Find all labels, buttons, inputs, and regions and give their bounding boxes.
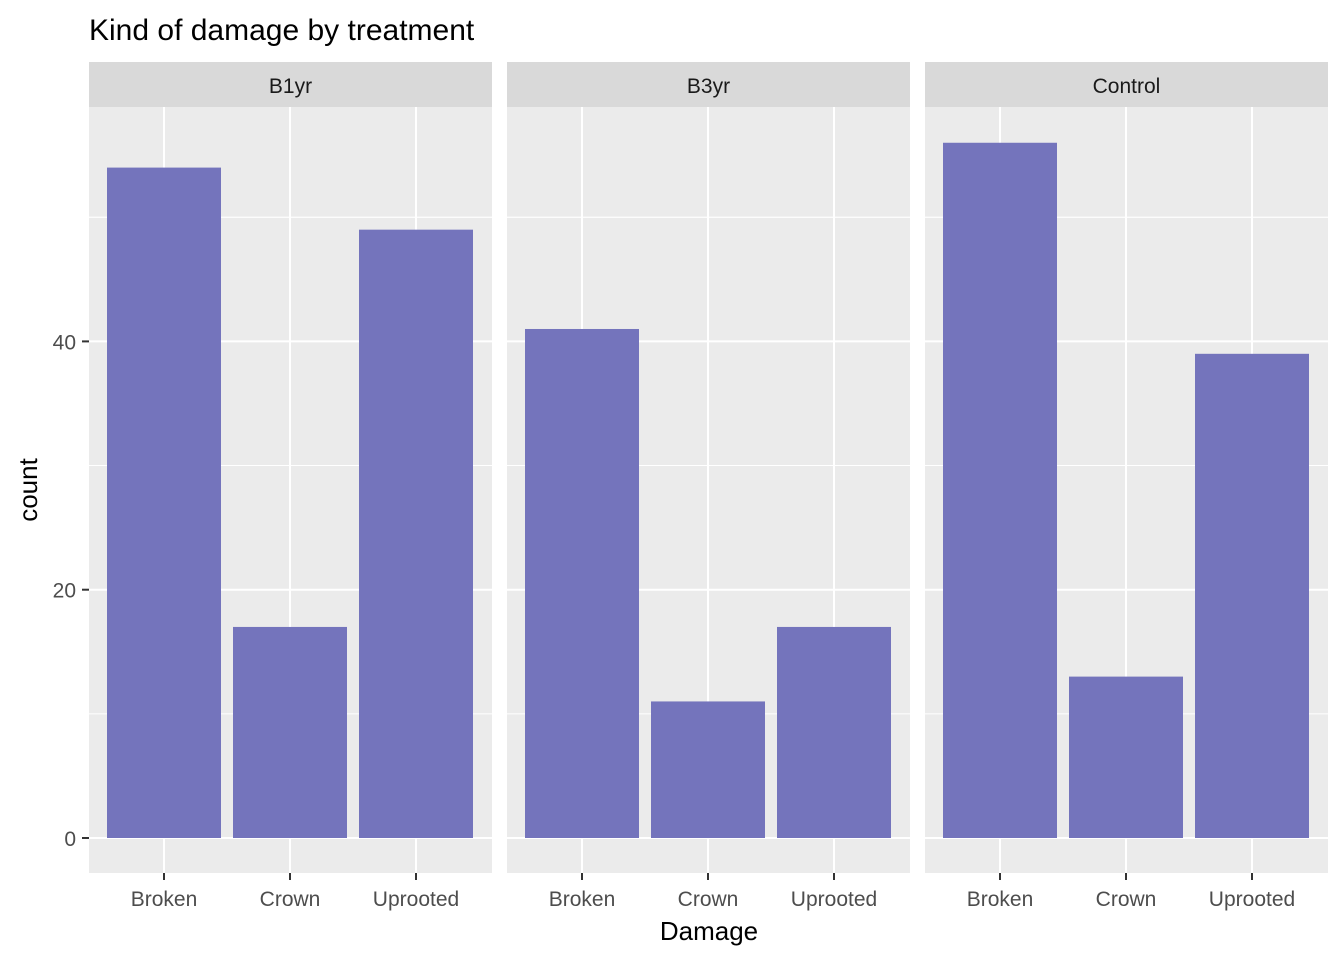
bar-control-broken <box>943 142 1057 838</box>
x-tick-label: Crown <box>678 888 739 911</box>
facet-strip <box>925 62 1328 107</box>
bar-b1yr-crown <box>233 626 347 838</box>
y-axis-title: count <box>13 457 43 521</box>
x-tick-label: Crown <box>1096 888 1157 911</box>
chart-title: Kind of damage by treatment <box>89 14 475 47</box>
bar-b3yr-crown <box>651 701 765 838</box>
x-tick-label: Uprooted <box>373 888 459 911</box>
y-tick-label: 20 <box>53 580 76 603</box>
bar-b3yr-uprooted <box>777 626 891 838</box>
x-tick-label: Broken <box>549 888 616 911</box>
x-tick-label: Broken <box>131 888 198 911</box>
x-tick-label: Broken <box>967 888 1034 911</box>
x-tick-label: Uprooted <box>791 888 877 911</box>
y-axis: 0 20 40 <box>53 331 89 851</box>
bar-b3yr-broken <box>525 328 639 838</box>
facet-panels: B1yr Broken Crown Uprooted B3yr Broken Crown Up… <box>89 62 1328 911</box>
y-tick-label: 40 <box>53 331 76 354</box>
facet-panel-control: Control Broken Crown Uprooted <box>925 62 1328 911</box>
x-axis-title: Damage <box>660 916 758 946</box>
facet-strip <box>507 62 910 107</box>
y-tick-label: 0 <box>64 828 76 851</box>
x-tick-label: Crown <box>260 888 321 911</box>
facet-strip-label: Control <box>1093 75 1161 98</box>
facet-panel-b1yr: B1yr Broken Crown Uprooted <box>89 62 492 911</box>
facet-strip <box>89 62 492 107</box>
x-tick-label: Uprooted <box>1209 888 1295 911</box>
facet-strip-label: B1yr <box>269 75 312 98</box>
bar-b1yr-uprooted <box>359 229 473 839</box>
bar-control-uprooted <box>1195 353 1309 838</box>
bar-control-crown <box>1069 676 1183 838</box>
bar-b1yr-broken <box>107 167 221 839</box>
facet-panel-b3yr: B3yr Broken Crown Uprooted <box>507 62 910 911</box>
facet-strip-label: B3yr <box>687 75 730 98</box>
